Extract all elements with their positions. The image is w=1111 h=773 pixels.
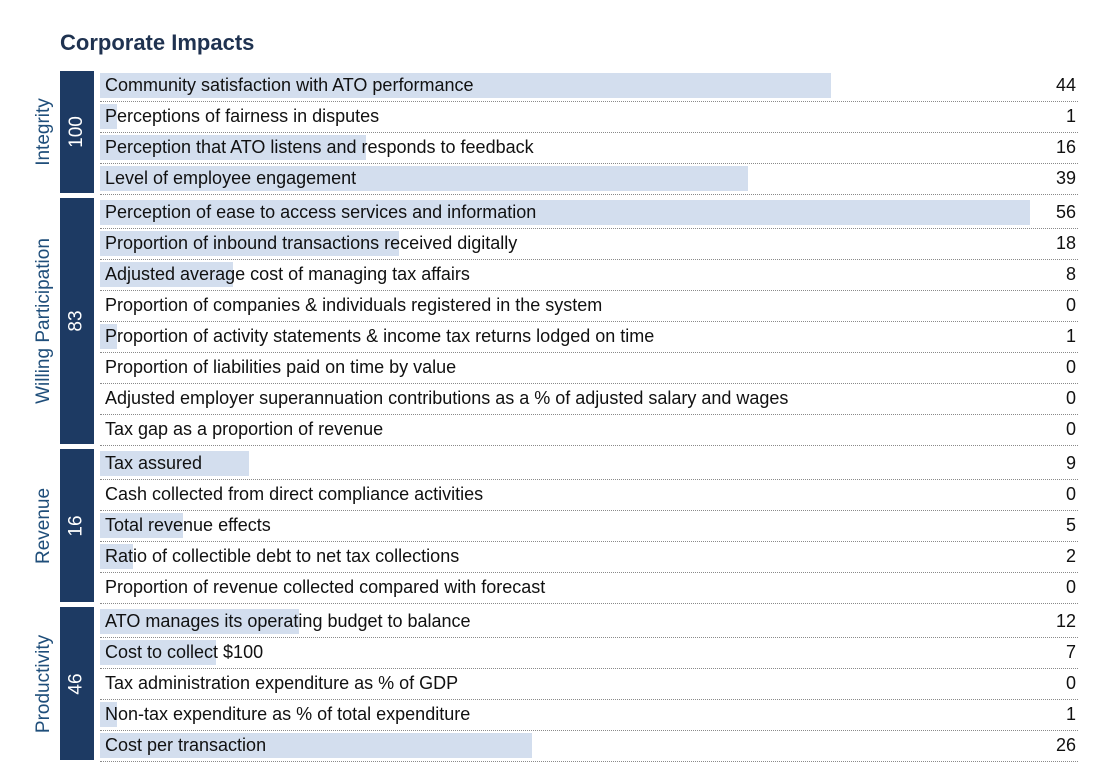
row-label: ATO manages its operating budget to bala… bbox=[105, 611, 471, 631]
table-row: ATO manages its operating budget to bala… bbox=[100, 607, 1078, 638]
table-row: Perception that ATO listens and responds… bbox=[100, 133, 1078, 164]
row-label: Adjusted employer superannuation contrib… bbox=[105, 388, 789, 408]
row-label: Total revenue effects bbox=[105, 515, 271, 535]
row-value: 9 bbox=[1065, 453, 1076, 473]
row-label: Tax assured bbox=[105, 453, 203, 473]
row-value: 5 bbox=[1065, 515, 1076, 535]
value-bar bbox=[100, 166, 748, 191]
row-label: Cash collected from direct compliance ac… bbox=[105, 484, 484, 504]
table-row: Community satisfaction with ATO performa… bbox=[100, 71, 1078, 102]
value-bar bbox=[100, 73, 831, 98]
row-value: 18 bbox=[1055, 233, 1076, 253]
value-bar bbox=[100, 104, 117, 129]
table-row: Proportion of companies & individuals re… bbox=[100, 291, 1078, 322]
row-label: Ratio of collectible debt to net tax col… bbox=[105, 546, 460, 566]
row-value: 1 bbox=[1065, 326, 1076, 346]
table-row: Proportion of activity statements & inco… bbox=[100, 322, 1078, 353]
row-value: 0 bbox=[1065, 673, 1076, 693]
group-score-bar: 100 bbox=[60, 71, 94, 193]
row-label: Perceptions of fairness in disputes bbox=[105, 106, 380, 126]
row-label: Adjusted average cost of managing tax af… bbox=[105, 264, 470, 284]
value-bar bbox=[100, 262, 233, 287]
value-bar bbox=[100, 544, 133, 569]
row-value: 44 bbox=[1055, 75, 1076, 95]
group-score-bar: 46 bbox=[60, 607, 94, 760]
table-row: Cost per transaction 26 bbox=[100, 731, 1078, 762]
value-bar bbox=[100, 200, 1030, 225]
row-value: 56 bbox=[1055, 202, 1076, 222]
row-value: 0 bbox=[1065, 419, 1076, 439]
table-row: Perceptions of fairness in disputes 1 bbox=[100, 102, 1078, 133]
table-row: Non-tax expenditure as % of total expend… bbox=[100, 700, 1078, 731]
row-value: 0 bbox=[1065, 388, 1076, 408]
row-value: 0 bbox=[1065, 484, 1076, 504]
row-label: Proportion of inbound transactions recei… bbox=[105, 233, 518, 253]
row-label: Community satisfaction with ATO performa… bbox=[105, 75, 474, 95]
table-row: Total revenue effects 5 bbox=[100, 511, 1078, 542]
chart-title: Corporate Impacts bbox=[60, 30, 255, 55]
group-score-bar: 16 bbox=[60, 449, 94, 602]
row-value: 7 bbox=[1065, 642, 1076, 662]
table-row: Level of employee engagement 39 bbox=[100, 164, 1078, 195]
value-bar bbox=[100, 451, 249, 476]
table-row: Tax administration expenditure as % of G… bbox=[100, 669, 1078, 700]
table-row: Adjusted employer superannuation contrib… bbox=[100, 384, 1078, 415]
row-label: Tax administration expenditure as % of G… bbox=[105, 673, 459, 693]
row-label: Proportion of companies & individuals re… bbox=[105, 295, 603, 315]
row-label: Perception that ATO listens and responds… bbox=[105, 137, 534, 157]
row-value: 0 bbox=[1065, 357, 1076, 377]
value-bar bbox=[100, 702, 117, 727]
row-label: Cost per transaction bbox=[105, 735, 267, 755]
group-score-bar: 83 bbox=[60, 198, 94, 444]
table-row: Cash collected from direct compliance ac… bbox=[100, 480, 1078, 511]
row-value: 39 bbox=[1055, 168, 1076, 188]
table-row: Perception of ease to access services an… bbox=[100, 198, 1078, 229]
value-bar bbox=[100, 513, 183, 538]
row-label: Non-tax expenditure as % of total expend… bbox=[105, 704, 471, 724]
value-bar bbox=[100, 135, 366, 160]
row-value: 1 bbox=[1065, 106, 1076, 126]
row-value: 0 bbox=[1065, 295, 1076, 315]
row-value: 8 bbox=[1065, 264, 1076, 284]
table-row: Proportion of revenue collected compared… bbox=[100, 573, 1078, 604]
value-bar bbox=[100, 733, 532, 758]
value-bar bbox=[100, 640, 216, 665]
value-bar bbox=[100, 231, 399, 256]
table-row: Ratio of collectible debt to net tax col… bbox=[100, 542, 1078, 573]
row-label: Proportion of activity statements & inco… bbox=[105, 326, 655, 346]
row-value: 1 bbox=[1065, 704, 1076, 724]
row-value: 2 bbox=[1065, 546, 1076, 566]
row-value: 26 bbox=[1055, 735, 1076, 755]
row-label: Perception of ease to access services an… bbox=[105, 202, 537, 222]
row-label: Level of employee engagement bbox=[105, 168, 357, 188]
table-row: Tax gap as a proportion of revenue 0 bbox=[100, 415, 1078, 446]
row-value: 12 bbox=[1055, 611, 1076, 631]
value-bar bbox=[100, 609, 299, 634]
table-row: Proportion of liabilities paid on time b… bbox=[100, 353, 1078, 384]
row-label: Proportion of revenue collected compared… bbox=[105, 577, 546, 597]
table-row: Proportion of inbound transactions recei… bbox=[100, 229, 1078, 260]
row-value: 16 bbox=[1055, 137, 1076, 157]
table-row: Adjusted average cost of managing tax af… bbox=[100, 260, 1078, 291]
row-label: Tax gap as a proportion of revenue bbox=[105, 419, 384, 439]
row-label: Cost to collect $100 bbox=[105, 642, 264, 662]
row-value: 0 bbox=[1065, 577, 1076, 597]
value-bar bbox=[100, 324, 117, 349]
table-row: Tax assured 9 bbox=[100, 449, 1078, 480]
row-label: Proportion of liabilities paid on time b… bbox=[105, 357, 457, 377]
table-row: Cost to collect $100 7 bbox=[100, 638, 1078, 669]
